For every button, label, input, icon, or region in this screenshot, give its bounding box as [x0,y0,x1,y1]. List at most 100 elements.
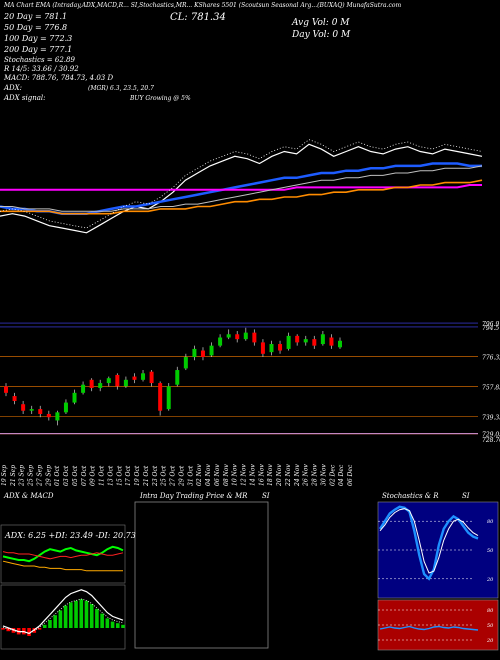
candle-body-30 [260,342,265,354]
date-label-10: 09 Oct [90,465,97,486]
candle-body-5 [46,413,51,418]
macd-signal-line [2,598,124,634]
date-label-36: 30 Nov [320,464,327,486]
avg-volume: Avg Vol: 0 M [292,18,350,28]
candle-body-8 [72,392,77,403]
date-label-8: 05 Oct [72,465,79,486]
ma-series-line-3 [0,179,483,215]
candle-ytick-0: 796.9 [482,321,499,328]
date-label-6: 01 Oct [54,465,61,486]
candle-ytick-3: 757.83 [482,385,500,392]
macd-bar-10 [53,615,57,628]
macd-bar-7 [37,628,42,630]
candle-body-10 [89,379,94,388]
date-label-30: 18 Nov [267,464,274,486]
date-label-37: 02 Dec [329,464,336,486]
macd-bar-15 [79,599,84,628]
date-label-17: 23 Oct [152,465,159,487]
date-label-20: 29 Oct [178,465,185,487]
ma50-label: 50 Day = 776.8 [4,23,68,32]
candle-body-4 [38,409,43,414]
date-label-11: 11 Oct [99,465,106,486]
candle-body-19 [166,386,171,410]
adx-series-line-1 [2,551,124,560]
candle-body-34 [295,335,300,343]
date-label-18: 25 Oct [161,465,168,487]
candle-ytick-6: 728.76 [482,437,500,444]
adx-panel-values: ADX: 6.25 +DI: 23.49 -DI: 20.73 [5,531,136,540]
adx-panel-title: ADX & MACD [4,492,54,500]
rsi-tick-2: 20 [486,638,494,644]
macd-bar-11 [58,610,63,628]
macd-bar-12 [63,605,68,628]
adx-series-line-0 [2,545,124,563]
date-label-38: 04 Dec [338,464,345,486]
date-label-7: 03 Oct [63,465,70,486]
candle-body-15 [132,376,137,380]
ma-series-line-1 [0,162,482,215]
intraday-box [134,501,269,649]
macd-bar-9 [48,620,52,628]
date-label-0: 19 Sep [1,465,8,486]
rsi-tick-1: 50 [487,623,494,629]
candle-body-11 [98,383,103,388]
candle-body-6 [55,412,60,421]
date-label-25: 08 Nov [223,464,230,486]
date-label-16: 21 Oct [143,465,150,487]
candle-body-33 [286,335,291,349]
stoch-tick-2: 20 [486,577,494,583]
macd-bar-19 [100,613,104,628]
candle-ytick-5: 729.05 [482,431,500,438]
candle-body-2 [21,404,26,411]
intraday-panel-title2: SI [262,492,270,500]
candle-body-17 [149,371,154,384]
price-dotted-line [0,139,483,229]
candle-body-25 [218,337,223,346]
stoch-tick-0: 80 [487,519,494,525]
ma100-label: 100 Day = 772.3 [4,34,73,43]
macd-bar-13 [69,602,73,628]
date-label-34: 26 Nov [303,464,310,487]
date-label-15: 19 Oct [134,465,141,486]
candle-body-36 [312,339,317,346]
candle-body-16 [141,373,146,380]
date-label-28: 14 Nov [249,464,256,486]
date-label-5: 29 Sep [45,465,52,487]
date-label-22: 02 Nov [196,464,203,486]
macd-bar-8 [42,624,47,628]
header-line: MA Chart EMA (Intraday,ADX,MACD,R... SI,… [4,2,402,9]
macd-bar-16 [84,600,89,628]
candle-body-22 [192,348,197,358]
date-label-35: 28 Nov [312,464,319,487]
candle-body-1 [12,396,17,401]
date-label-3: 25 Sep [28,465,35,487]
ma-series-line-0 [0,143,483,234]
candle-body-20 [175,370,180,385]
date-label-14: 17 Oct [125,465,132,486]
adx-signal-label: ADX signal: [4,94,46,102]
candle-ytick-1: 794.5 [482,325,499,332]
candle-body-24 [209,345,214,356]
date-label-4: 27 Sep [37,465,44,487]
candle-body-37 [320,334,325,345]
date-label-1: 21 Sep [10,465,17,487]
rsi-line [379,625,479,631]
macd-bar-20 [105,618,110,628]
macd-bar-21 [110,621,115,628]
date-label-2: 23 Sep [19,465,26,487]
stoch-panel-title2: SI [462,492,470,500]
candle-body-32 [278,344,283,351]
ma20-label: 20 Day = 781.1 [4,12,68,21]
date-label-24: 06 Nov [214,464,221,486]
date-label-39: 06 Dec [347,464,354,486]
candle-body-12 [106,378,111,384]
candle-body-21 [183,357,188,369]
candle-body-35 [303,339,308,343]
candle-body-13 [115,374,120,387]
adx-values: (MGR) 6.3, 23.5, 20.7 [88,85,154,92]
candle-body-29 [252,332,257,343]
stoch-k-line [378,505,479,581]
date-label-12: 13 Oct [108,465,115,486]
candle-body-7 [63,402,68,413]
